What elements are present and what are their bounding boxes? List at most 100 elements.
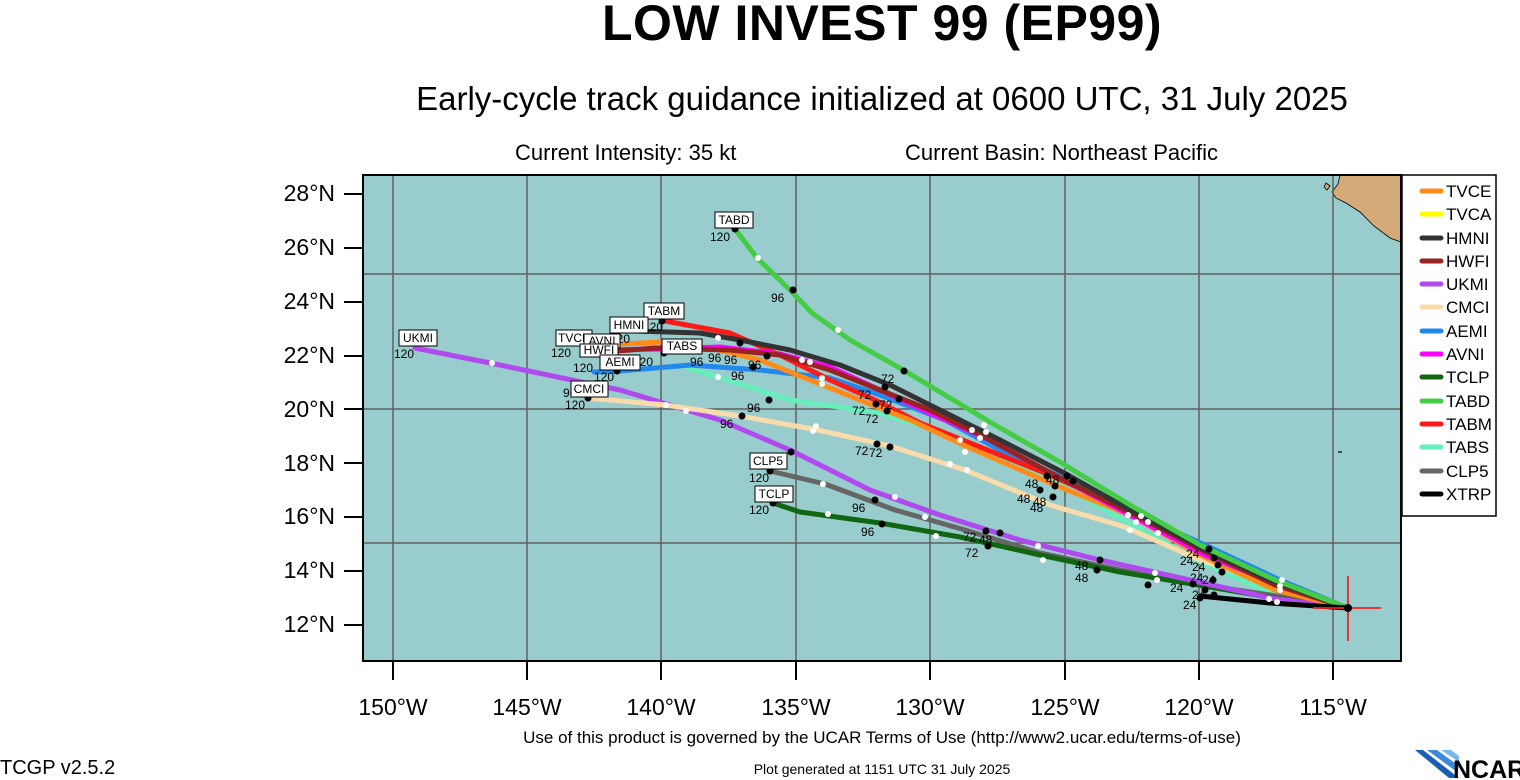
legend-label-clp5: CLP5 — [1446, 462, 1489, 481]
svg-text:48: 48 — [1046, 473, 1060, 487]
lat-label-16n: 16°N — [283, 503, 335, 529]
svg-text:TVCE: TVCE — [558, 331, 590, 345]
lat-label-18n: 18°N — [283, 450, 335, 476]
legend-label-tabm: TABM — [1446, 415, 1492, 434]
svg-text:48: 48 — [1030, 501, 1044, 515]
legend-label-xtrp: XTRP — [1446, 485, 1491, 504]
lon-label-130w: 130°W — [895, 694, 965, 720]
svg-text:96: 96 — [748, 358, 762, 372]
waypoint-dots-white — [489, 255, 1285, 605]
svg-text:72: 72 — [855, 444, 869, 458]
svg-text:72: 72 — [869, 446, 883, 460]
svg-text:TCLP: TCLP — [759, 487, 790, 501]
legend-label-avni: AVNI — [1446, 345, 1484, 364]
legend: TVCE TVCA HMNI HWFI UKMI CMCI AEMI AVNI … — [1401, 174, 1497, 517]
axis-ticks — [344, 193, 1334, 680]
current-position-dot — [1344, 604, 1352, 612]
legend-label-hwfi: HWFI — [1446, 252, 1489, 271]
svg-text:96: 96 — [724, 353, 738, 367]
version-label: TCGP v2.5.2 — [0, 757, 116, 779]
model-end-labels: TABD TABM HMNI UKMI TVCE AVNI HWFI AEMI … — [398, 211, 794, 503]
map-frame — [362, 174, 1402, 662]
legend-label-aemi: AEMI — [1446, 322, 1488, 341]
legend-label-hmni: HMNI — [1446, 229, 1489, 248]
svg-text:72: 72 — [858, 388, 872, 402]
lat-label-26n: 26°N — [283, 234, 335, 260]
svg-text:24: 24 — [1180, 554, 1194, 568]
lat-label-20n: 20°N — [283, 396, 335, 422]
track-xtrp — [1197, 593, 1351, 611]
svg-text:48: 48 — [1033, 495, 1047, 509]
legend-label-tabd: TABD — [1446, 392, 1490, 411]
svg-text:24: 24 — [1192, 588, 1206, 602]
svg-text:UKMI: UKMI — [403, 331, 433, 345]
lon-label-115w: 115°W — [1299, 694, 1367, 720]
lon-label-120w: 120°W — [1164, 694, 1234, 720]
svg-text:120: 120 — [749, 503, 769, 517]
svg-text:48: 48 — [1017, 492, 1031, 506]
chart-subtitle: Early-cycle track guidance initialized a… — [416, 80, 1348, 117]
svg-text:48: 48 — [979, 533, 993, 547]
svg-text:24: 24 — [1186, 547, 1200, 561]
track-avni — [583, 344, 1351, 611]
svg-text:96: 96 — [690, 355, 704, 369]
lon-label-125w: 125°W — [1030, 694, 1100, 720]
land-baja-california — [1331, 175, 1401, 243]
lat-label-28n: 28°N — [283, 180, 335, 206]
legend-label-tvca: TVCA — [1446, 205, 1492, 224]
chart-title: LOW INVEST 99 (EP99) — [601, 0, 1163, 51]
svg-text:48: 48 — [1075, 559, 1089, 573]
svg-text:120: 120 — [551, 346, 571, 360]
svg-text:TABM: TABM — [648, 304, 680, 318]
ncar-logo: NCAR — [1415, 750, 1520, 780]
svg-text:120: 120 — [749, 471, 769, 485]
legend-label-ukmi: UKMI — [1446, 275, 1489, 294]
svg-text:96: 96 — [861, 525, 875, 539]
land-island — [1323, 182, 1331, 191]
svg-text:96: 96 — [771, 291, 785, 305]
svg-text:72: 72 — [881, 372, 895, 386]
svg-text:96: 96 — [720, 417, 734, 431]
svg-text:48: 48 — [1025, 477, 1039, 491]
svg-text:HWFI: HWFI — [584, 343, 615, 357]
svg-text:120: 120 — [394, 347, 414, 361]
svg-text:CMCI: CMCI — [574, 382, 605, 396]
svg-text:96: 96 — [731, 369, 745, 383]
svg-text:24: 24 — [1170, 581, 1184, 595]
svg-text:24: 24 — [1190, 571, 1204, 585]
svg-text:AEMI: AEMI — [605, 355, 634, 369]
current-intensity: Current Intensity: 35 kt — [515, 140, 737, 165]
terms-of-use: Use of this product is governed by the U… — [523, 728, 1241, 747]
lat-label-12n: 12°N — [283, 611, 335, 637]
svg-text:24: 24 — [1183, 598, 1197, 612]
svg-text:HMNI: HMNI — [614, 318, 645, 332]
svg-text:TABS: TABS — [667, 339, 697, 353]
lat-label-24n: 24°N — [283, 288, 335, 314]
svg-text:TABD: TABD — [718, 213, 749, 227]
svg-text:48: 48 — [1075, 571, 1089, 585]
svg-text:120: 120 — [573, 361, 593, 375]
ocean-area — [363, 175, 1401, 661]
legend-label-tclp: TCLP — [1446, 368, 1489, 387]
current-basin: Current Basin: Northeast Pacific — [905, 140, 1219, 165]
legend-label-cmci: CMCI — [1446, 298, 1489, 317]
svg-text:NCAR: NCAR — [1453, 756, 1520, 780]
svg-text:72: 72 — [852, 404, 866, 418]
svg-text:24: 24 — [1202, 573, 1216, 587]
svg-text:96: 96 — [747, 401, 761, 415]
svg-text:120: 120 — [710, 230, 730, 244]
lat-lon-grid — [363, 175, 1401, 661]
svg-text:96: 96 — [852, 501, 866, 515]
svg-text:72: 72 — [965, 546, 979, 560]
svg-text:24: 24 — [1192, 560, 1206, 574]
lon-label-150w: 150°W — [358, 694, 428, 720]
lon-label-140w: 140°W — [626, 694, 696, 720]
svg-text:72: 72 — [879, 398, 893, 412]
lon-label-135w: 135°W — [761, 694, 831, 720]
svg-text:CLP5: CLP5 — [753, 454, 783, 468]
svg-text:96: 96 — [708, 351, 722, 365]
legend-label-tvce: TVCE — [1446, 182, 1491, 201]
svg-text:72: 72 — [865, 412, 879, 426]
svg-text:72: 72 — [963, 530, 977, 544]
